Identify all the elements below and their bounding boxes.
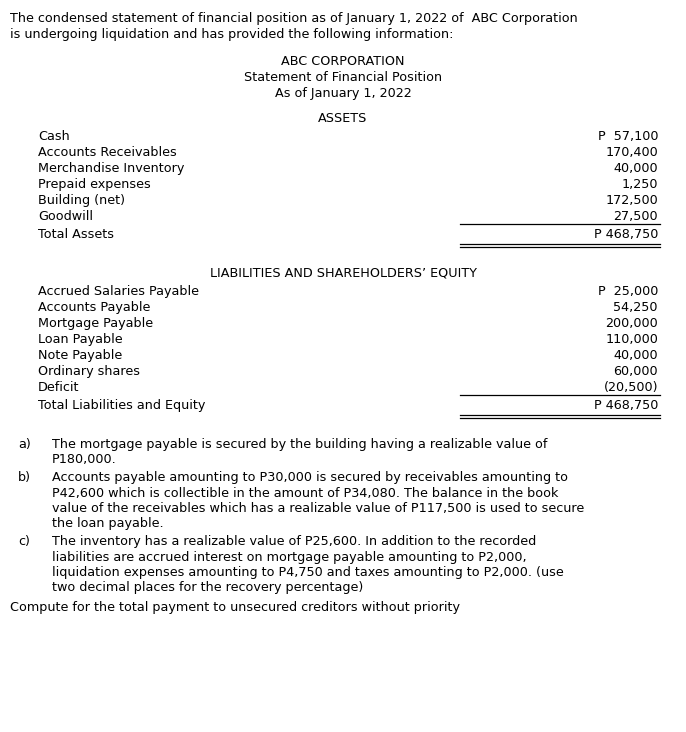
Text: value of the receivables which has a realizable value of P117,500 is used to sec: value of the receivables which has a rea… — [52, 502, 584, 515]
Text: Prepaid expenses: Prepaid expenses — [38, 178, 151, 191]
Text: is undergoing liquidation and has provided the following information:: is undergoing liquidation and has provid… — [10, 28, 453, 41]
Text: P180,000.: P180,000. — [52, 454, 117, 466]
Text: 27,500: 27,500 — [613, 210, 658, 223]
Text: liquidation expenses amounting to P4,750 and taxes amounting to P2,000. (use: liquidation expenses amounting to P4,750… — [52, 566, 564, 579]
Text: Cash: Cash — [38, 130, 70, 143]
Text: Accrued Salaries Payable: Accrued Salaries Payable — [38, 285, 199, 298]
Text: Loan Payable: Loan Payable — [38, 333, 123, 346]
Text: 1,250: 1,250 — [622, 178, 658, 191]
Text: the loan payable.: the loan payable. — [52, 518, 164, 531]
Text: As of January 1, 2022: As of January 1, 2022 — [274, 87, 412, 100]
Text: ASSETS: ASSETS — [318, 112, 368, 125]
Text: Deficit: Deficit — [38, 381, 80, 394]
Text: 200,000: 200,000 — [605, 317, 658, 330]
Text: 110,000: 110,000 — [605, 333, 658, 346]
Text: Note Payable: Note Payable — [38, 349, 122, 362]
Text: The condensed statement of financial position as of January 1, 2022 of  ABC Corp: The condensed statement of financial pos… — [10, 12, 578, 25]
Text: P  25,000: P 25,000 — [598, 285, 658, 298]
Text: Accounts Payable: Accounts Payable — [38, 301, 150, 314]
Text: Accounts payable amounting to P30,000 is secured by receivables amounting to: Accounts payable amounting to P30,000 is… — [52, 471, 568, 484]
Text: Statement of Financial Position: Statement of Financial Position — [244, 71, 442, 84]
Text: Mortgage Payable: Mortgage Payable — [38, 317, 153, 330]
Text: ABC CORPORATION: ABC CORPORATION — [281, 55, 405, 68]
Text: liabilities are accrued interest on mortgage payable amounting to P2,000,: liabilities are accrued interest on mort… — [52, 550, 527, 564]
Text: Total Liabilities and Equity: Total Liabilities and Equity — [38, 399, 205, 412]
Text: Compute for the total payment to unsecured creditors without priority: Compute for the total payment to unsecur… — [10, 601, 460, 614]
Text: P  57,100: P 57,100 — [598, 130, 658, 143]
Text: The inventory has a realizable value of P25,600. In addition to the recorded: The inventory has a realizable value of … — [52, 535, 536, 548]
Text: 40,000: 40,000 — [613, 349, 658, 362]
Text: Building (net): Building (net) — [38, 194, 125, 207]
Text: Accounts Receivables: Accounts Receivables — [38, 146, 177, 159]
Text: 60,000: 60,000 — [613, 365, 658, 378]
Text: P 468,750: P 468,750 — [593, 228, 658, 241]
Text: b): b) — [18, 471, 31, 484]
Text: 40,000: 40,000 — [613, 162, 658, 175]
Text: Merchandise Inventory: Merchandise Inventory — [38, 162, 185, 175]
Text: 172,500: 172,500 — [605, 194, 658, 207]
Text: The mortgage payable is secured by the building having a realizable value of: The mortgage payable is secured by the b… — [52, 438, 547, 451]
Text: 54,250: 54,250 — [613, 301, 658, 314]
Text: Ordinary shares: Ordinary shares — [38, 365, 140, 378]
Text: a): a) — [18, 438, 31, 451]
Text: 170,400: 170,400 — [605, 146, 658, 159]
Text: two decimal places for the recovery percentage): two decimal places for the recovery perc… — [52, 581, 364, 594]
Text: (20,500): (20,500) — [604, 381, 658, 394]
Text: P42,600 which is collectible in the amount of P34,080. The balance in the book: P42,600 which is collectible in the amou… — [52, 487, 558, 499]
Text: Goodwill: Goodwill — [38, 210, 93, 223]
Text: Total Assets: Total Assets — [38, 228, 114, 241]
Text: P 468,750: P 468,750 — [593, 399, 658, 412]
Text: c): c) — [18, 535, 30, 548]
Text: LIABILITIES AND SHAREHOLDERS’ EQUITY: LIABILITIES AND SHAREHOLDERS’ EQUITY — [209, 267, 477, 280]
